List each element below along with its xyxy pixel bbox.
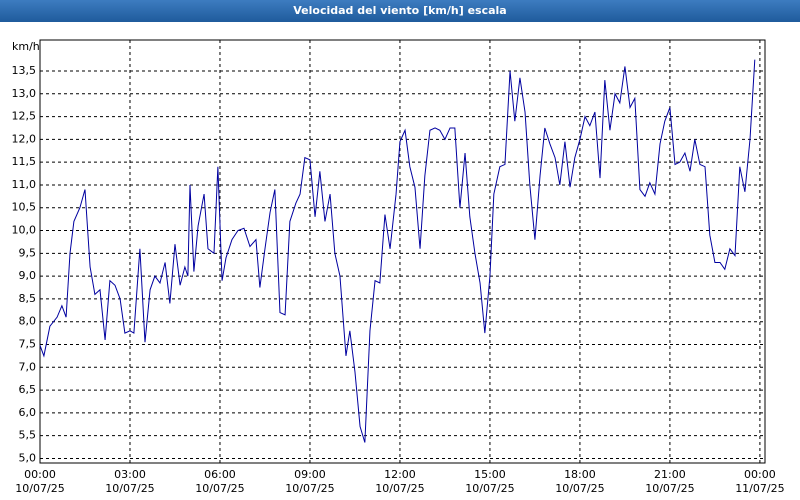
y-tick-label: 9,0	[19, 269, 37, 282]
x-tick-label: 18:00 10/07/25	[555, 468, 605, 495]
y-tick-label: 12,5	[12, 110, 37, 123]
y-tick-label: 8,0	[19, 315, 37, 328]
x-tick-label: 03:00 10/07/25	[105, 468, 155, 495]
y-tick-label: 10,5	[12, 201, 37, 214]
x-tick-label: 12:00 10/07/25	[375, 468, 425, 495]
y-tick-label: 9,5	[19, 246, 37, 259]
y-tick-label: 10,0	[12, 224, 37, 237]
x-tick-label: 09:00 10/07/25	[285, 468, 335, 495]
title-bar: Velocidad del viento [km/h] escala	[0, 0, 800, 22]
y-tick-label: 11,5	[12, 155, 37, 168]
y-tick-label: 12,0	[12, 132, 37, 145]
y-tick-label: 6,0	[19, 406, 37, 419]
y-tick-label: 13,0	[12, 87, 37, 100]
x-tick-label: 00:00 11/07/25	[735, 468, 785, 495]
line	[39, 59, 756, 443]
x-tick-label: 15:00 10/07/25	[465, 468, 515, 495]
plot-frame	[39, 39, 766, 464]
y-tick-label: 8,5	[19, 292, 37, 305]
y-tick-label: 5,5	[19, 429, 37, 442]
y-tick-label: 5,0	[19, 451, 37, 464]
y-unit: km/h	[12, 40, 40, 53]
y-tick-label: 7,5	[19, 337, 37, 350]
x-tick-label: 21:00 10/07/25	[645, 468, 695, 495]
y-tick-label: 6,5	[19, 383, 37, 396]
y-tick-label: 11,0	[12, 178, 37, 191]
y-tick-label: 13,5	[12, 64, 37, 77]
x-tick-label: 00:00 10/07/25	[15, 468, 65, 495]
x-tick-label: 06:00 10/07/25	[195, 468, 245, 495]
y-tick-label: 7,0	[19, 360, 37, 373]
